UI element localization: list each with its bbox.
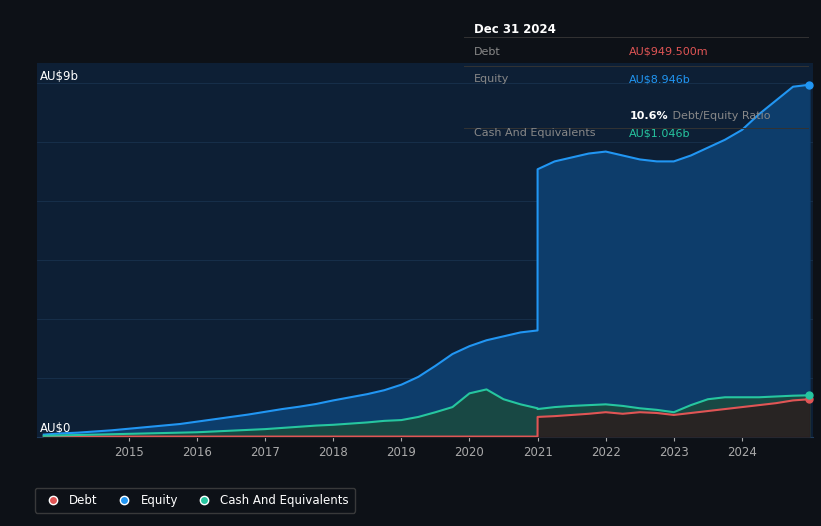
Text: AU$9b: AU$9b <box>40 70 80 83</box>
Legend: Debt, Equity, Cash And Equivalents: Debt, Equity, Cash And Equivalents <box>35 488 355 513</box>
Text: Cash And Equivalents: Cash And Equivalents <box>475 128 596 138</box>
Text: 10.6%: 10.6% <box>630 111 668 121</box>
Text: AU$8.946b: AU$8.946b <box>630 74 691 84</box>
Text: AU$949.500m: AU$949.500m <box>630 47 709 57</box>
Text: AU$1.046b: AU$1.046b <box>630 128 691 138</box>
Text: Dec 31 2024: Dec 31 2024 <box>475 23 556 36</box>
Text: Debt: Debt <box>475 47 501 57</box>
Text: Equity: Equity <box>475 74 510 84</box>
Text: AU$0: AU$0 <box>40 422 71 434</box>
Text: Debt/Equity Ratio: Debt/Equity Ratio <box>669 111 771 121</box>
